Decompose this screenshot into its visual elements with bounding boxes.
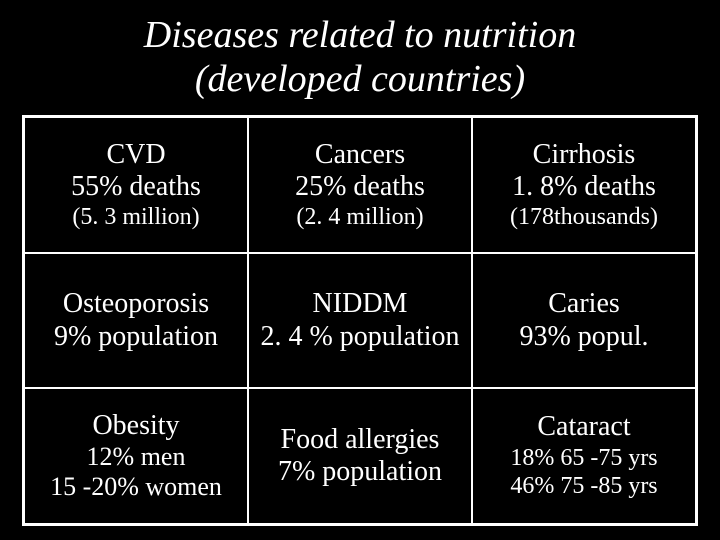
disease-note: (2. 4 million) [296, 203, 423, 232]
cell-food-allergies: Food allergies 7% population [248, 388, 472, 524]
disease-note: (5. 3 million) [72, 203, 199, 232]
cell-niddm: NIDDM 2. 4 % population [248, 253, 472, 389]
disease-name: NIDDM [313, 288, 408, 320]
disease-name: Caries [548, 288, 620, 320]
disease-name: Cancers [315, 139, 405, 171]
cell-cancers: Cancers 25% deaths (2. 4 million) [248, 117, 472, 253]
disease-name: CVD [106, 139, 165, 171]
cell-obesity: Obesity 12% men 15 -20% women [24, 388, 248, 524]
disease-stat: 25% deaths [295, 171, 425, 203]
cell-cirrhosis: Cirrhosis 1. 8% deaths (178thousands) [472, 117, 696, 253]
title-line-1: Diseases related to nutrition [144, 14, 576, 56]
disease-stat: 12% men [87, 442, 186, 472]
cell-osteoporosis: Osteoporosis 9% population [24, 253, 248, 389]
disease-stat: 93% popul. [519, 321, 648, 353]
title-line-2: (developed countries) [195, 58, 525, 100]
slide-title: Diseases related to nutrition (developed… [22, 14, 698, 101]
disease-note: (178thousands) [510, 203, 658, 232]
disease-note: 46% 75 -85 yrs [510, 472, 657, 501]
disease-stat: 7% population [278, 456, 442, 488]
disease-name: Cataract [537, 411, 630, 443]
cell-caries: Caries 93% popul. [472, 253, 696, 389]
disease-stat: 2. 4 % population [260, 321, 459, 353]
disease-name: Osteoporosis [63, 288, 209, 320]
disease-grid: CVD 55% deaths (5. 3 million) Cancers 25… [22, 115, 698, 526]
disease-stat: 55% deaths [71, 171, 201, 203]
cell-cvd: CVD 55% deaths (5. 3 million) [24, 117, 248, 253]
disease-stat: 18% 65 -75 yrs [510, 444, 657, 473]
disease-name: Cirrhosis [533, 139, 636, 171]
cell-cataract: Cataract 18% 65 -75 yrs 46% 75 -85 yrs [472, 388, 696, 524]
disease-note: 15 -20% women [50, 472, 222, 502]
disease-name: Obesity [92, 410, 179, 442]
slide: Diseases related to nutrition (developed… [0, 0, 720, 540]
disease-stat: 9% population [54, 321, 218, 353]
disease-name: Food allergies [281, 424, 440, 456]
disease-stat: 1. 8% deaths [512, 171, 656, 203]
